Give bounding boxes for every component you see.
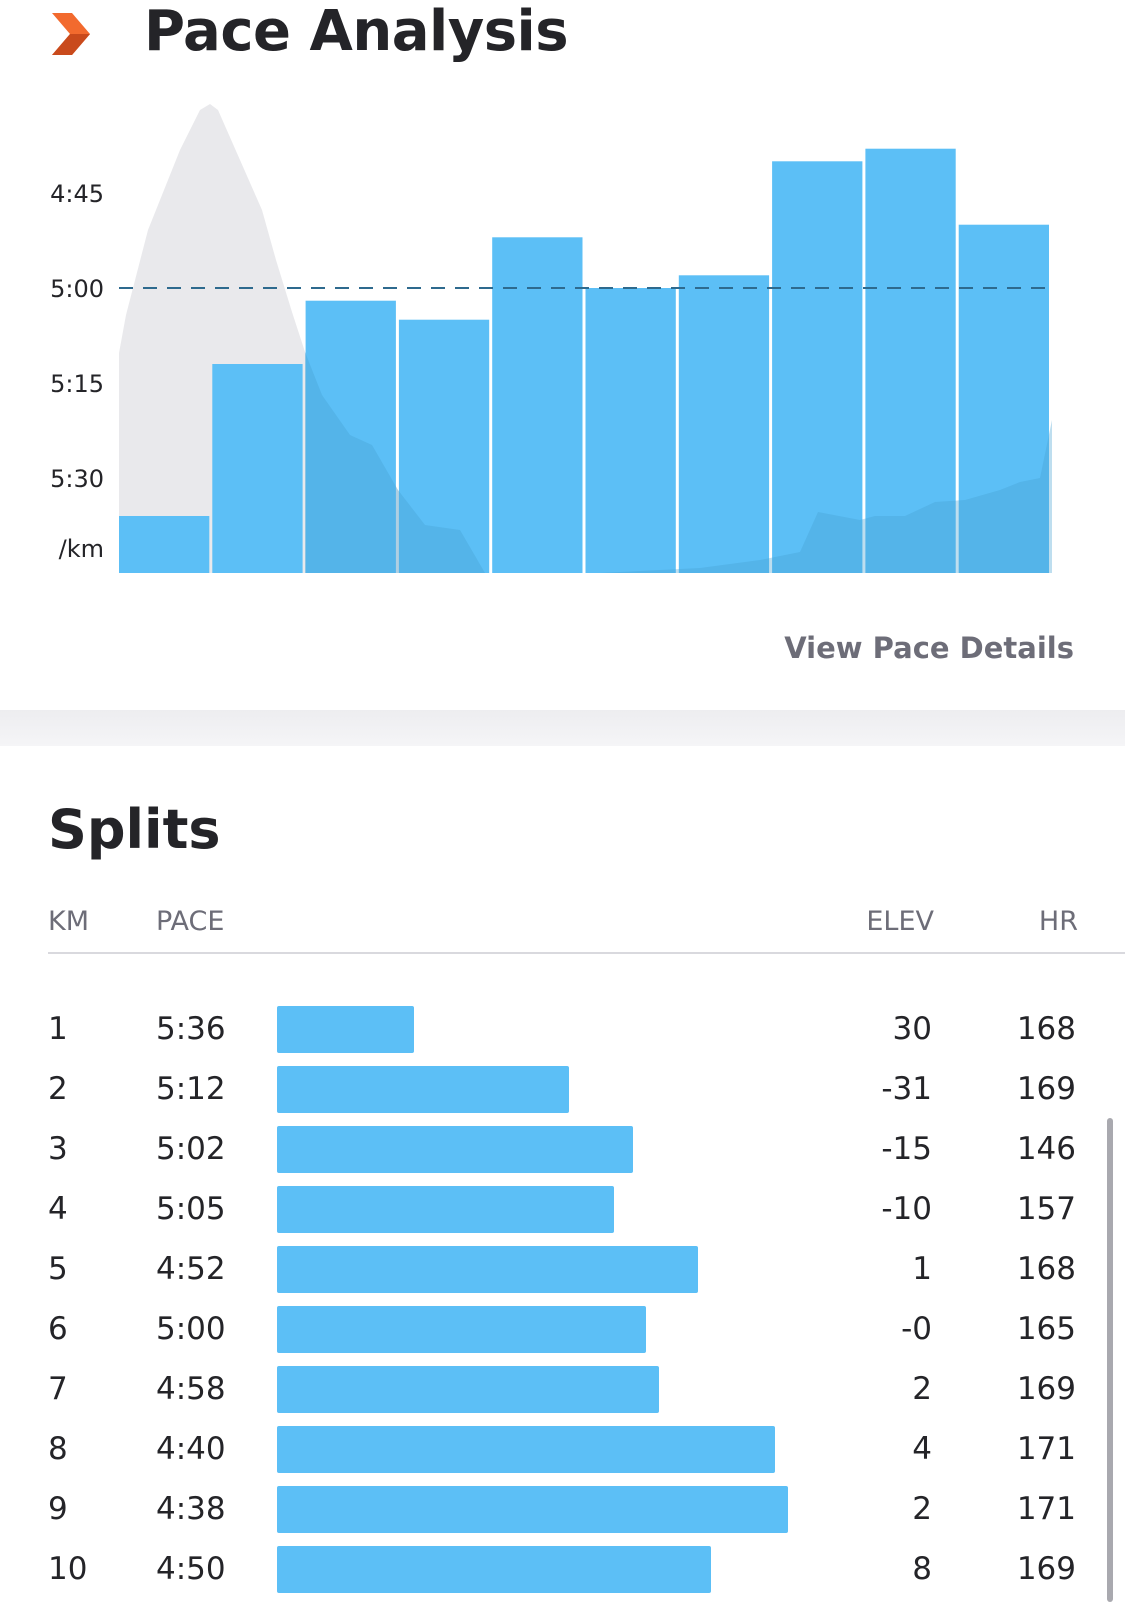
split-pace-bar bbox=[277, 1426, 775, 1473]
y-tick-label: 5:15 bbox=[50, 370, 104, 398]
split-pace-bar bbox=[277, 1486, 788, 1533]
split-elev: 30 bbox=[892, 1011, 932, 1047]
split-elev: 4 bbox=[912, 1431, 932, 1467]
split-row-2: 2 5:12 -31 169 bbox=[0, 1059, 1125, 1119]
pace-bar-5[interactable] bbox=[492, 237, 583, 574]
split-elev: -0 bbox=[901, 1311, 932, 1347]
split-pace-bar bbox=[277, 1246, 698, 1293]
split-hr: 168 bbox=[1016, 1011, 1076, 1047]
split-pace: 4:52 bbox=[156, 1251, 226, 1287]
pace-analysis-section: Pace Analysis 4:45 5:00 5:15 5:30/km View P… bbox=[0, 0, 1125, 710]
split-pace: 4:38 bbox=[156, 1491, 226, 1527]
view-pace-details-link[interactable]: View Pace Details bbox=[784, 631, 1074, 665]
pace-bar-6[interactable] bbox=[585, 288, 676, 573]
split-hr: 165 bbox=[1016, 1311, 1076, 1347]
pace-bar-4[interactable] bbox=[398, 319, 490, 573]
pace-bar-3[interactable] bbox=[305, 300, 396, 573]
split-pace: 4:40 bbox=[156, 1431, 226, 1467]
split-pace: 5:02 bbox=[156, 1131, 226, 1167]
split-pace-bar bbox=[277, 1186, 614, 1233]
split-km: 6 bbox=[48, 1311, 68, 1347]
scrollbar[interactable] bbox=[1107, 1118, 1113, 1602]
split-hr: 169 bbox=[1016, 1371, 1076, 1407]
split-row-9: 9 4:38 2 171 bbox=[0, 1479, 1125, 1539]
header-hr: HR bbox=[1038, 906, 1078, 937]
pace-bar-2[interactable] bbox=[212, 364, 303, 573]
split-hr: 171 bbox=[1016, 1491, 1076, 1527]
split-row-10: 10 4:50 8 169 bbox=[0, 1539, 1125, 1599]
split-pace-bar bbox=[277, 1366, 659, 1413]
split-km: 10 bbox=[48, 1551, 88, 1587]
split-row-1: 1 5:36 30 168 bbox=[0, 999, 1125, 1059]
split-pace: 4:50 bbox=[156, 1551, 226, 1587]
pace-bar-9[interactable] bbox=[865, 148, 956, 573]
split-km: 5 bbox=[48, 1251, 68, 1287]
pace-bar-7[interactable] bbox=[678, 275, 770, 573]
split-row-8: 8 4:40 4 171 bbox=[0, 1419, 1125, 1479]
split-row-3: 3 5:02 -15 146 bbox=[0, 1119, 1125, 1179]
header-elev: ELEV bbox=[866, 906, 934, 937]
split-elev: -15 bbox=[881, 1131, 932, 1167]
split-pace: 5:12 bbox=[156, 1071, 226, 1107]
elevation-profile bbox=[119, 104, 485, 573]
header-pace: PACE bbox=[156, 906, 225, 937]
y-tick-label: 5:00 bbox=[50, 275, 104, 303]
split-km: 4 bbox=[48, 1191, 68, 1227]
split-hr: 169 bbox=[1016, 1071, 1076, 1107]
split-hr: 171 bbox=[1016, 1431, 1076, 1467]
pace-chart: 4:45 5:00 5:15 5:30/km bbox=[50, 104, 1052, 574]
split-elev: 2 bbox=[912, 1371, 932, 1407]
splits-section: Splits KM PACE ELEV HR 1 5:36 30 168 2 5:12 -3… bbox=[0, 746, 1125, 1602]
split-pace: 5:00 bbox=[156, 1311, 226, 1347]
split-pace: 5:36 bbox=[156, 1011, 226, 1047]
split-hr: 168 bbox=[1016, 1251, 1076, 1287]
y-tick-label: 4:45 bbox=[50, 180, 104, 208]
split-row-5: 5 4:52 1 168 bbox=[0, 1239, 1125, 1299]
split-pace: 4:58 bbox=[156, 1371, 226, 1407]
split-pace-bar bbox=[277, 1006, 414, 1053]
splits-table-body: 1 5:36 30 168 2 5:12 -31 169 3 5:02 -15 146 4 5:05 -10… bbox=[0, 999, 1125, 1599]
split-pace-bar bbox=[277, 1546, 711, 1593]
split-elev: 2 bbox=[912, 1491, 932, 1527]
split-km: 2 bbox=[48, 1071, 68, 1107]
page-title: Pace Analysis bbox=[144, 0, 569, 64]
split-row-4: 4 5:05 -10 157 bbox=[0, 1179, 1125, 1239]
split-elev: 1 bbox=[912, 1251, 932, 1287]
splits-table-header: KM PACE ELEV HR bbox=[48, 906, 1125, 954]
pace-bar-8[interactable] bbox=[772, 161, 863, 574]
section-divider bbox=[0, 710, 1125, 746]
pace-bar-10[interactable] bbox=[958, 224, 1049, 573]
split-pace: 5:05 bbox=[156, 1191, 226, 1227]
split-row-7: 7 4:58 2 169 bbox=[0, 1359, 1125, 1419]
split-hr: 146 bbox=[1016, 1131, 1076, 1167]
split-pace-bar bbox=[277, 1306, 646, 1353]
pace-bar-1[interactable] bbox=[119, 516, 210, 573]
split-km: 1 bbox=[48, 1011, 68, 1047]
split-hr: 157 bbox=[1016, 1191, 1076, 1227]
y-tick-label: 5:30 bbox=[50, 465, 104, 493]
split-pace-bar bbox=[277, 1066, 569, 1113]
split-row-6: 6 5:00 -0 165 bbox=[0, 1299, 1125, 1359]
split-km: 3 bbox=[48, 1131, 68, 1167]
split-hr: 169 bbox=[1016, 1551, 1076, 1587]
split-km: 8 bbox=[48, 1431, 68, 1467]
split-elev: -31 bbox=[881, 1071, 932, 1107]
split-elev: -10 bbox=[881, 1191, 932, 1227]
y-unit-label: /km bbox=[59, 535, 104, 563]
split-pace-bar bbox=[277, 1126, 633, 1173]
elevation-overlay bbox=[305, 352, 1052, 573]
split-km: 9 bbox=[48, 1491, 68, 1527]
splits-title: Splits bbox=[48, 798, 221, 861]
split-elev: 8 bbox=[912, 1551, 932, 1587]
split-km: 7 bbox=[48, 1371, 68, 1407]
orange-chevron-icon bbox=[52, 13, 90, 55]
header-km: KM bbox=[48, 906, 90, 937]
